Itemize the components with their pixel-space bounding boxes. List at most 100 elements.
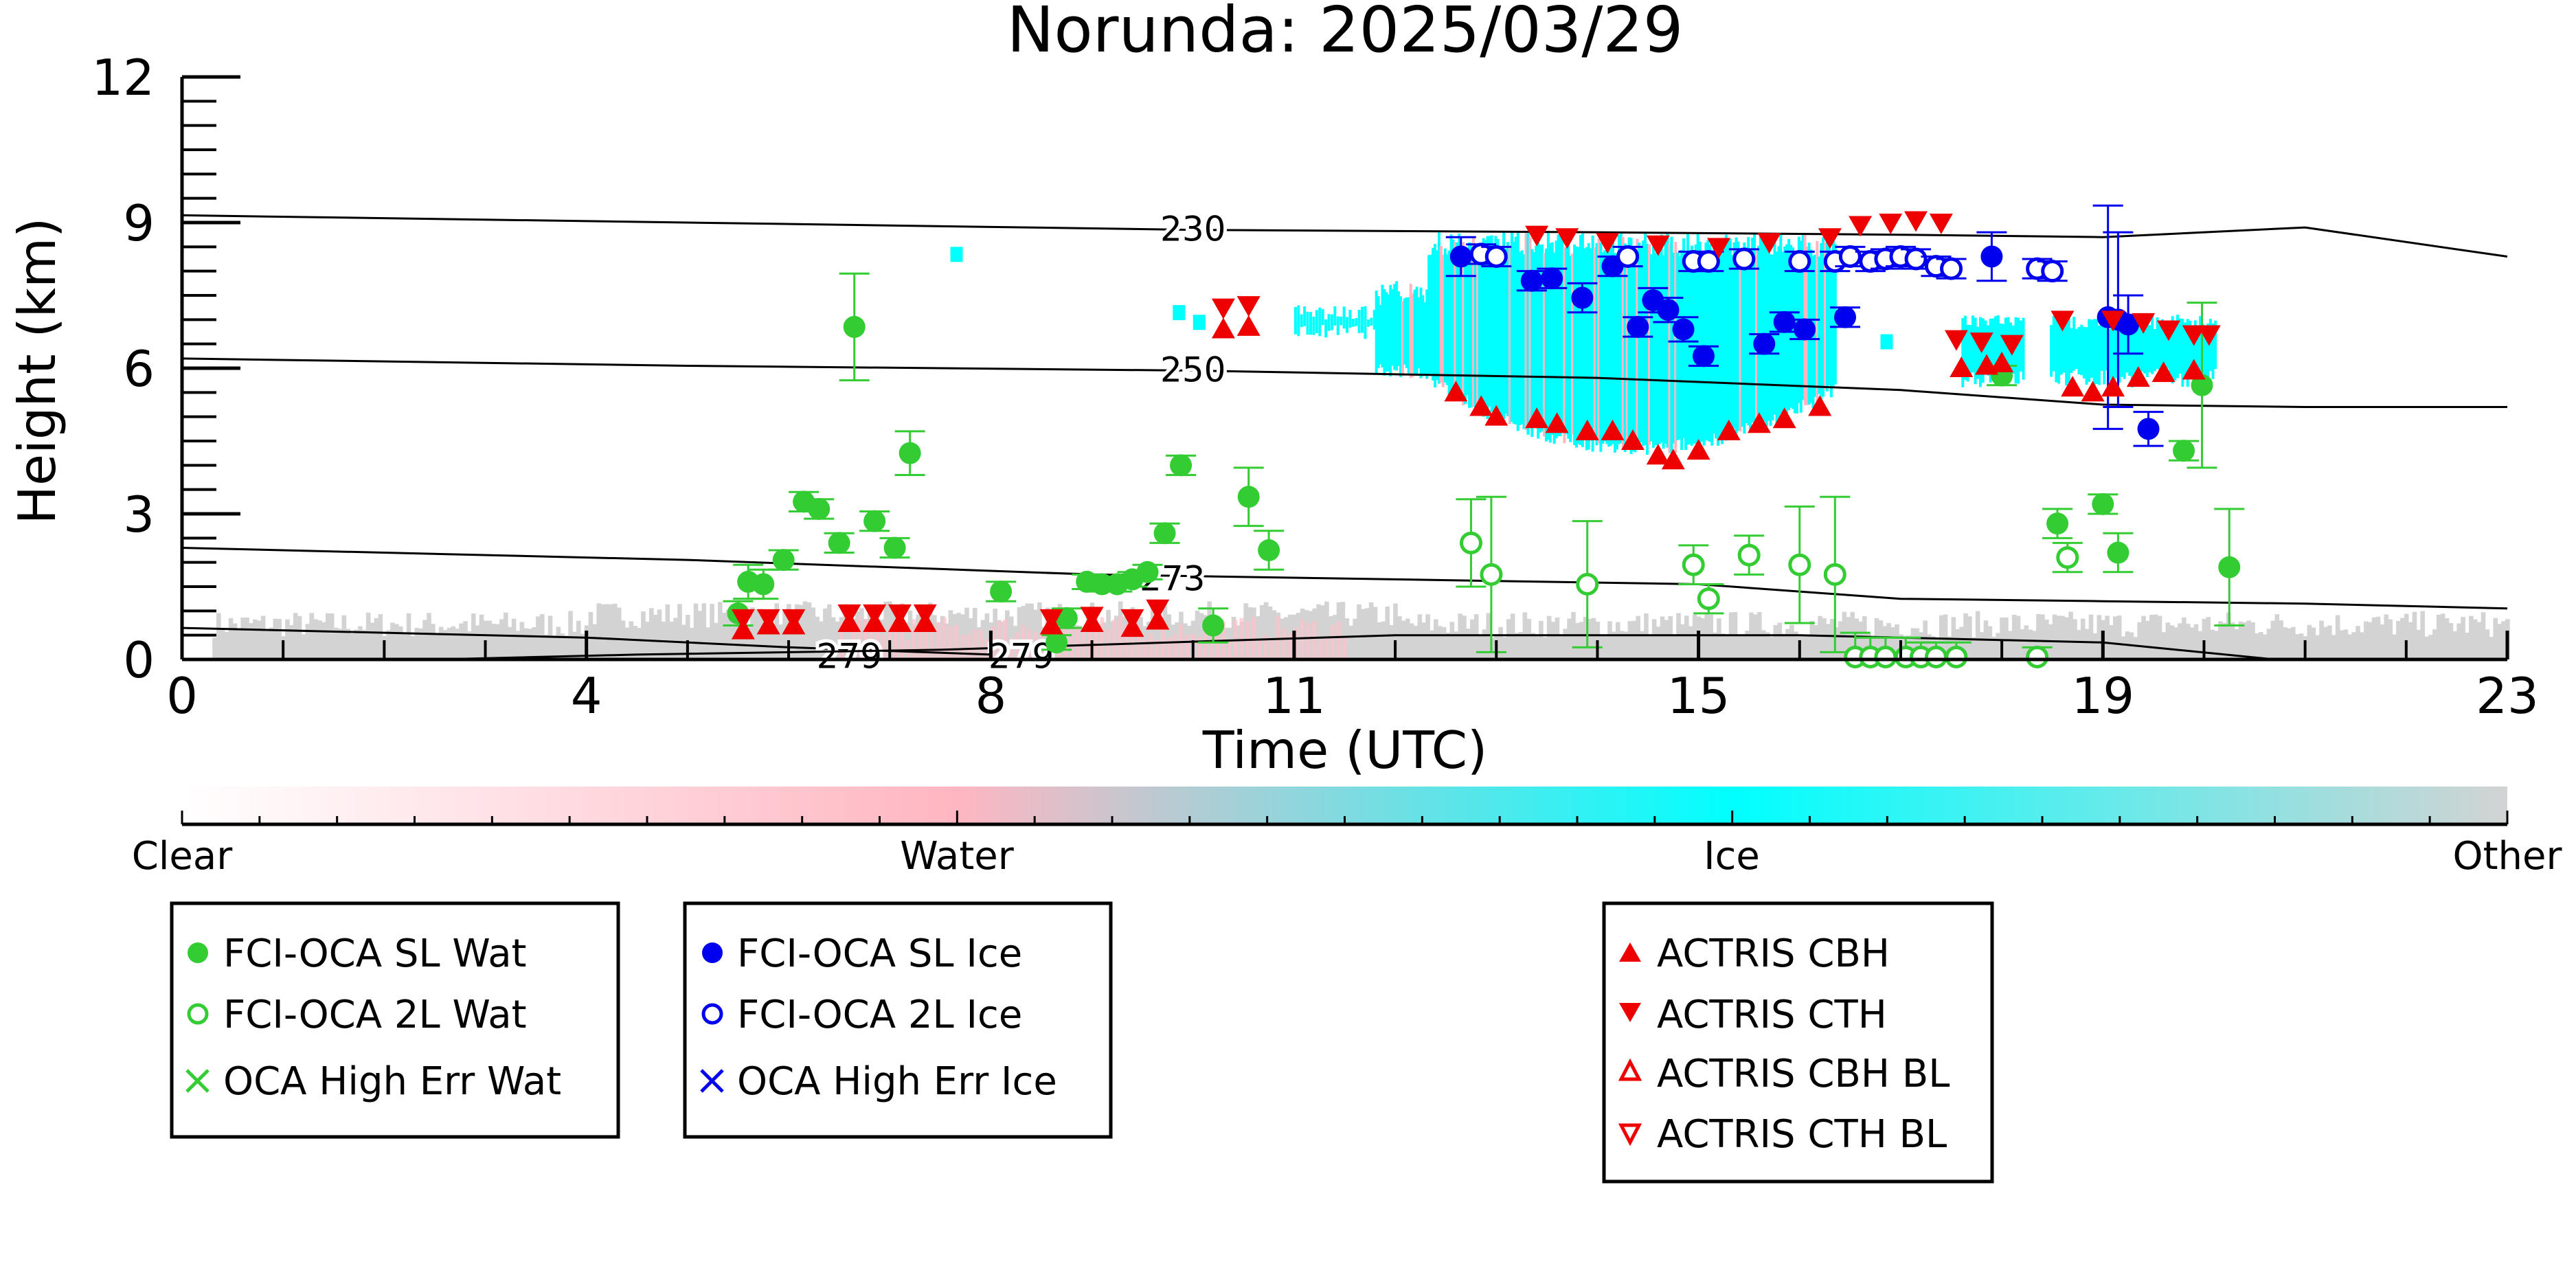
- bg-ice-column: [1541, 244, 1544, 432]
- bg-other-column: [232, 623, 238, 659]
- bg-ice-column: [1482, 238, 1485, 417]
- bg-ice-column: [1732, 242, 1736, 429]
- bg-other-column: [1029, 603, 1034, 659]
- legend-label-sl-wat: FCI-OCA SL Wat: [223, 931, 527, 976]
- bg-ice-column: [1361, 306, 1364, 333]
- bg-ice-column: [1355, 318, 1358, 326]
- bg-other-column: [1579, 622, 1584, 659]
- bg-other-column: [2226, 612, 2231, 659]
- bg-other-column: [2011, 614, 2017, 659]
- bg-water-column: [930, 632, 935, 659]
- bg-other-column: [1041, 627, 1046, 659]
- legend-water-frame: [170, 901, 620, 1139]
- bg-ice-column: [2140, 328, 2144, 372]
- data-point: [899, 442, 921, 464]
- bg-ice-column: [1664, 240, 1667, 444]
- bg-ice-column: [1603, 250, 1607, 442]
- bg-other-column: [819, 621, 824, 659]
- bg-other-column: [2153, 614, 2158, 659]
- bg-other-column: [2472, 619, 2478, 659]
- bg-other-column: [1458, 613, 1462, 659]
- data-point: [2041, 260, 2064, 283]
- bg-other-column: [1724, 634, 1730, 659]
- bg-other-column: [285, 619, 290, 659]
- bg-other-column: [1708, 614, 1713, 659]
- bg-ice-column: [1309, 312, 1312, 335]
- colorbar-label-ice: Ice: [1704, 834, 1760, 879]
- bg-ice-column: [1537, 240, 1540, 439]
- bg-ice-column: [1434, 244, 1437, 388]
- bg-ice-column: [1996, 315, 2000, 377]
- bg-water-column: [1324, 637, 1329, 659]
- bg-other-column: [1441, 626, 1447, 659]
- bg-other-column: [1518, 631, 1524, 659]
- bg-other-column: [993, 608, 997, 659]
- bg-other-column: [471, 613, 476, 659]
- bg-ice-column: [2077, 327, 2081, 374]
- data-point: [1686, 439, 1710, 460]
- data-point: [1834, 306, 1857, 328]
- bg-other-column: [2283, 627, 2287, 659]
- bg-other-column: [341, 615, 347, 659]
- bg-ice-column: [2173, 328, 2177, 381]
- x-tick-label: 19: [2071, 667, 2134, 725]
- bg-other-column: [418, 628, 424, 659]
- bg-water-column: [1142, 638, 1147, 659]
- bg-ice-column: [1708, 244, 1712, 442]
- data-point: [1449, 245, 1472, 268]
- bg-other-column: [220, 629, 225, 659]
- bg-water-column: [1239, 618, 1244, 659]
- bg-ice-column: [1413, 289, 1416, 375]
- bg-water-column: [942, 617, 947, 659]
- bg-ice-column: [2156, 317, 2159, 370]
- bg-ice-column: [1466, 253, 1469, 396]
- legend-marker-2l-wat: [187, 1003, 209, 1025]
- data-point: [2182, 325, 2206, 346]
- y-tick-label: 6: [123, 340, 155, 398]
- bg-other-column: [2072, 619, 2077, 659]
- bg-other-column: [871, 616, 877, 659]
- bg-other-column: [883, 601, 889, 659]
- bg-other-column: [1612, 631, 1616, 659]
- cloud-classification-layer: [212, 232, 2510, 659]
- bg-other-column: [1166, 614, 1172, 659]
- bg-other-column: [2262, 634, 2268, 659]
- bg-ice-column: [1820, 242, 1823, 401]
- bg-other-column: [2020, 629, 2025, 659]
- bg-other-column: [2234, 629, 2239, 659]
- legend-marker-sl-ice: [702, 942, 723, 963]
- bg-ice-column: [2160, 319, 2164, 382]
- bg-ice-column: [2208, 319, 2212, 372]
- bg-ice-column: [1653, 252, 1657, 446]
- bg-ice-column: [2067, 317, 2070, 383]
- bg-other-column: [212, 637, 217, 659]
- y-tick-label: 12: [91, 49, 155, 106]
- bg-other-column: [1372, 607, 1378, 659]
- bg-ice-column: [1379, 308, 1382, 338]
- bg-water-column: [899, 629, 904, 659]
- bg-ice-column: [1300, 314, 1303, 328]
- bg-other-column: [1324, 601, 1329, 659]
- bg-other-column: [350, 633, 354, 659]
- bg-other-column: [637, 628, 642, 659]
- bg-ice-column: [2211, 323, 2215, 379]
- bg-ice-column: [2184, 322, 2187, 378]
- bg-other-column: [1004, 610, 1010, 659]
- bg-other-column: [2311, 627, 2316, 659]
- bg-ice-column: [1506, 242, 1509, 417]
- bg-other-column: [1826, 624, 1831, 659]
- data-point: [808, 497, 831, 520]
- bg-other-column: [734, 622, 739, 659]
- data-point: [1601, 419, 1625, 440]
- bg-ice-column: [1351, 319, 1355, 327]
- bg-other-column: [2347, 634, 2353, 659]
- bg-other-column: [1348, 625, 1354, 659]
- bg-ice-column: [1696, 233, 1699, 446]
- bg-ice-column: [1994, 316, 1998, 385]
- bg-other-column: [969, 618, 973, 659]
- bg-ice-speck: [950, 247, 963, 262]
- bg-ice-column: [1623, 243, 1627, 452]
- y-axis-label: Height (km): [7, 218, 67, 525]
- bg-ice-column: [2097, 325, 2101, 385]
- bg-water-column: [1293, 627, 1298, 659]
